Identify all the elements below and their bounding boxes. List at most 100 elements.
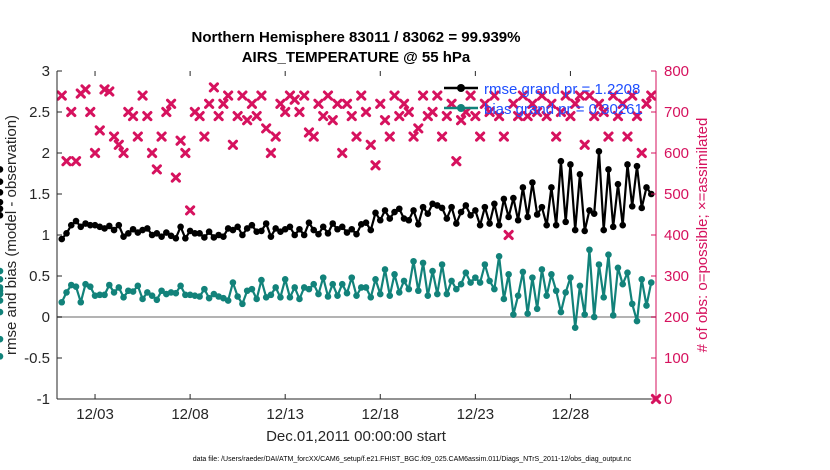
obs-assimilated-point bbox=[113, 139, 124, 150]
rmse-point bbox=[543, 221, 550, 229]
bias-point bbox=[172, 289, 180, 297]
rmse-point bbox=[258, 227, 265, 235]
obs-assimilated-point bbox=[432, 90, 443, 101]
bias-point bbox=[590, 313, 598, 321]
obs-assimilated-point bbox=[627, 90, 638, 101]
rmse-point bbox=[105, 222, 113, 230]
obs-assimilated-point bbox=[436, 131, 448, 142]
rmse-point bbox=[519, 184, 527, 191]
x-tick-label: 12/28 bbox=[552, 406, 590, 423]
obs-assimilated-point bbox=[327, 115, 338, 126]
rmse-point bbox=[163, 229, 170, 236]
rmse-point bbox=[476, 221, 484, 229]
obs-assimilated-point bbox=[417, 90, 429, 101]
obs-assimilated-point bbox=[646, 90, 657, 101]
bias-point bbox=[239, 300, 246, 308]
obs-assimilated-point bbox=[246, 98, 258, 109]
bias-point bbox=[338, 280, 346, 288]
bias-point bbox=[63, 289, 70, 296]
bias-point bbox=[410, 257, 417, 265]
y-left-tick-label: 2.5 bbox=[29, 104, 50, 121]
obs-assimilated-point bbox=[175, 135, 186, 146]
obs-assimilated-point bbox=[194, 111, 205, 122]
rmse-point bbox=[177, 223, 184, 231]
rmse-point bbox=[329, 220, 337, 227]
bias-point bbox=[334, 292, 341, 299]
bias-point bbox=[424, 292, 432, 299]
rmse-point bbox=[552, 221, 560, 229]
legend: rmse grand pr = 1.2208 bias grand pr = 0… bbox=[444, 81, 643, 118]
obs-assimilated-point bbox=[180, 147, 191, 159]
bias-point bbox=[457, 280, 465, 288]
obs-assimilated-series bbox=[58, 82, 662, 405]
bias-point bbox=[367, 294, 375, 301]
obs-assimilated-point bbox=[270, 131, 281, 142]
obs-assimilated-point bbox=[479, 98, 490, 109]
rmse-point bbox=[0, 178, 4, 185]
obs-assimilated-point bbox=[118, 147, 129, 159]
rmse-point bbox=[595, 148, 603, 155]
bias-point bbox=[576, 282, 584, 290]
rmse-point bbox=[67, 221, 75, 229]
obs-assimilated-point bbox=[441, 111, 452, 122]
y-left-tick-label: 1 bbox=[42, 227, 50, 244]
rmse-point bbox=[410, 207, 417, 214]
rmse-point bbox=[643, 184, 650, 191]
obs-assimilated-point bbox=[251, 111, 262, 122]
rmse-point bbox=[153, 230, 161, 237]
obs-assimilated-point bbox=[360, 106, 372, 118]
bias-point bbox=[581, 311, 588, 318]
obs-assimilated-point bbox=[532, 106, 543, 118]
bias-point bbox=[158, 287, 165, 295]
obs-assimilated-point bbox=[508, 98, 519, 109]
bias-point bbox=[552, 287, 560, 295]
obs-assimilated-point bbox=[551, 131, 562, 142]
rmse-point bbox=[239, 231, 246, 239]
bias-point bbox=[376, 290, 384, 298]
obs-assimilated-point bbox=[513, 111, 524, 122]
rmse-point bbox=[567, 161, 574, 168]
obs-assimilated-point bbox=[322, 90, 334, 101]
bias-point bbox=[144, 289, 151, 296]
rmse-point bbox=[120, 233, 127, 240]
bias-point bbox=[647, 279, 655, 286]
rmse-point bbox=[457, 208, 465, 216]
obs-assimilated-point bbox=[365, 139, 376, 150]
rmse-point bbox=[305, 219, 313, 226]
rmse-point bbox=[0, 205, 4, 213]
obs-assimilated-point bbox=[170, 172, 181, 183]
bias-point bbox=[510, 311, 517, 318]
chart-subtitle: AIRS_TEMPERATURE @ 55 hPa bbox=[242, 49, 471, 66]
bias-point bbox=[148, 292, 156, 299]
obs-assimilated-point bbox=[446, 98, 457, 109]
obs-assimilated-point bbox=[237, 90, 248, 101]
bias-point bbox=[72, 283, 80, 290]
bias-point bbox=[362, 284, 370, 291]
bias-point bbox=[600, 294, 608, 301]
rmse-point bbox=[291, 231, 298, 239]
rmse-point bbox=[196, 230, 203, 237]
obs-assimilated-point bbox=[527, 98, 538, 109]
rmse-point bbox=[586, 207, 593, 214]
bias-point bbox=[628, 300, 636, 308]
bias-point bbox=[571, 324, 579, 331]
bias-point bbox=[605, 251, 612, 258]
bias-point bbox=[139, 295, 146, 303]
rmse-point bbox=[481, 203, 489, 211]
obs-assimilated-point bbox=[208, 82, 219, 93]
rmse-point bbox=[462, 202, 470, 209]
bias-point bbox=[291, 284, 298, 291]
bias-point bbox=[258, 276, 265, 284]
obs-assimilated-point bbox=[475, 131, 486, 142]
bias-point bbox=[0, 284, 4, 291]
bias-point bbox=[58, 298, 66, 306]
bias-point bbox=[77, 298, 85, 306]
obs-assimilated-point bbox=[223, 90, 234, 101]
obs-assimilated-point bbox=[398, 98, 410, 109]
bias-point bbox=[524, 310, 531, 318]
rmse-point bbox=[248, 221, 256, 229]
obs-assimilated-point bbox=[151, 164, 162, 175]
bias-point bbox=[495, 253, 503, 260]
legend-rmse-label: rmse grand pr = 1.2208 bbox=[484, 81, 640, 98]
bias-point bbox=[500, 295, 508, 303]
